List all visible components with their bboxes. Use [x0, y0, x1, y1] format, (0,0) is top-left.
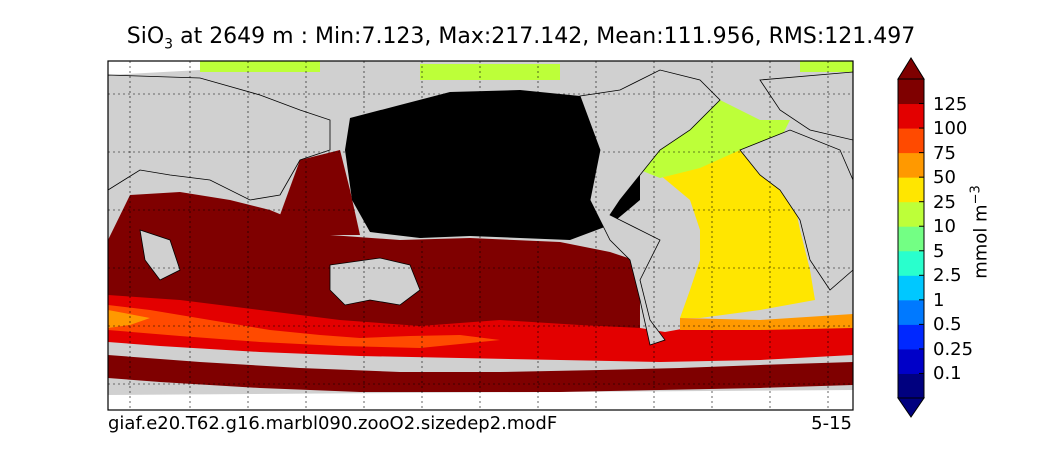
colorbar-tick-label: 75 — [933, 142, 956, 164]
colorbar-tick-label: 125 — [933, 93, 968, 115]
colorbar-segment — [898, 348, 924, 374]
colorbar-tick-label: 0.25 — [933, 338, 974, 360]
colorbar-segment — [898, 373, 924, 399]
colorbar-segment — [898, 103, 924, 129]
colorbar-segment — [898, 299, 924, 325]
land-europe — [759, 71, 853, 141]
years-label: 5-15 — [811, 413, 852, 434]
land-africa — [739, 129, 853, 291]
colorbar-segment — [898, 79, 924, 105]
units-exponent: −3 — [968, 185, 984, 205]
title-subscript: 3 — [164, 36, 174, 53]
region-arctic-3 — [800, 61, 853, 72]
colorbar-extend-min — [897, 397, 925, 418]
colorbar-tick-label: 5 — [933, 240, 945, 262]
region-southern-orange — [108, 305, 500, 348]
region-southern-light-orange — [108, 310, 150, 328]
land-asia — [108, 74, 331, 201]
region-southern-red — [108, 295, 853, 362]
colorbar-tick-label: 0.1 — [933, 363, 962, 385]
chart-title: SiO3 at 2649 m : Min:7.123, Max:217.142,… — [0, 24, 1042, 52]
region-pacific-max — [345, 90, 640, 240]
colorbar-tick-label: 10 — [933, 216, 956, 238]
colorbar-tick-label: 50 — [933, 167, 956, 189]
colorbar-tick-label: 0.5 — [933, 314, 962, 336]
colorbar-segment — [898, 250, 924, 276]
region-arctic-2 — [420, 64, 560, 80]
colorbar-segment — [898, 201, 924, 227]
map-frame — [107, 60, 854, 411]
units-text: mmol m — [970, 204, 992, 279]
colorbar-segment — [898, 324, 924, 350]
colorbar-segment — [898, 275, 924, 301]
colorbar-tick-label: 1 — [933, 289, 945, 311]
case-name: giaf.e20.T62.g16.marbl090.zooO2.sizedep2… — [108, 413, 558, 434]
region-antarctic — [108, 355, 853, 392]
colorbar-segment — [898, 226, 924, 252]
region-arctic-1 — [200, 61, 320, 72]
map-grid — [108, 61, 853, 410]
colorbar-tick-label: 100 — [933, 118, 968, 140]
colorbar-segment — [898, 177, 924, 203]
colorbar-segment — [898, 128, 924, 154]
colorbar-segments — [898, 79, 924, 399]
title-variable: SiO — [126, 24, 165, 49]
colorbar-segment — [898, 152, 924, 178]
colorbar-frame — [897, 78, 925, 399]
land-madagascar — [139, 229, 181, 281]
colorbar-extend-max — [897, 57, 925, 80]
region-nodata-1 — [108, 61, 200, 75]
region-nodata-antarctic — [108, 390, 853, 410]
region-north-atlantic — [640, 100, 790, 178]
colorbar-tick-label: 25 — [933, 191, 956, 213]
colorbar-tick-label: 2.5 — [933, 265, 962, 287]
land-americas — [579, 69, 721, 346]
land-australia — [329, 257, 421, 306]
region-west-pacific — [280, 150, 360, 235]
colorbar-units-label: mmol m−3 — [969, 185, 992, 279]
title-rest: at 2649 m : Min:7.123, Max:217.142, Mean… — [173, 24, 916, 49]
